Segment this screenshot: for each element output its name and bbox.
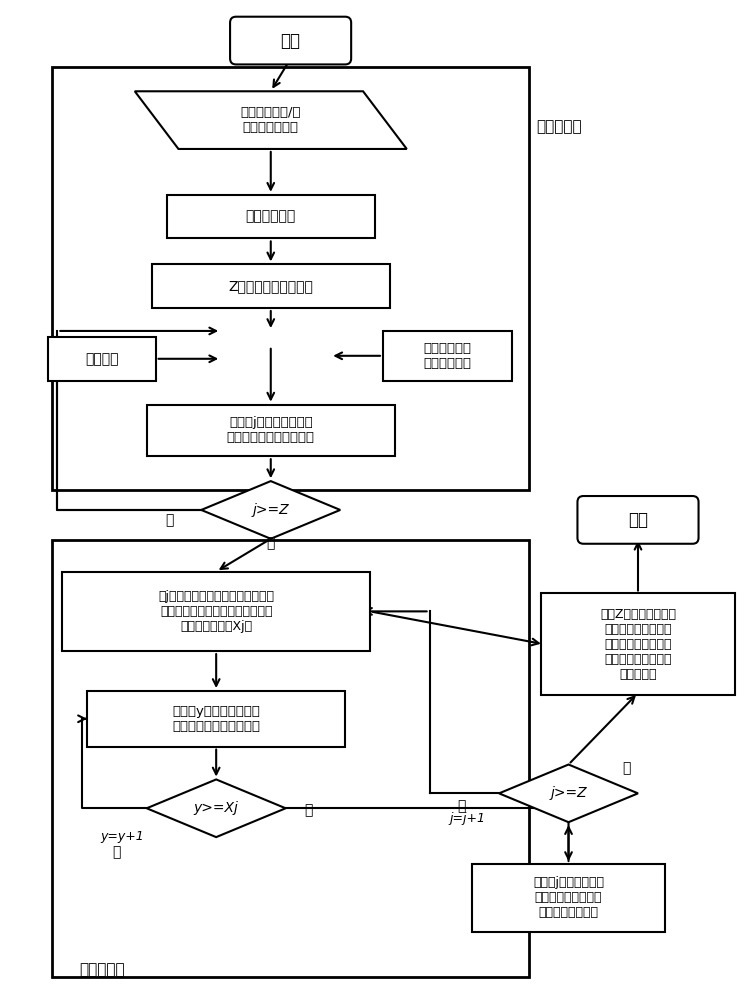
Text: 系统层优化: 系统层优化 — [536, 120, 581, 135]
Bar — [152, 264, 390, 308]
Text: 微电网全生命
周期成本最低: 微电网全生命 周期成本最低 — [423, 342, 472, 370]
Text: j=j+1: j=j+1 — [449, 812, 485, 825]
Text: 否: 否 — [113, 845, 121, 859]
Text: 否: 否 — [165, 513, 173, 527]
Polygon shape — [202, 481, 340, 539]
Text: 约束条件: 约束条件 — [86, 352, 119, 366]
Bar — [52, 540, 529, 977]
Bar — [147, 405, 395, 456]
Bar — [472, 864, 665, 932]
Text: j>=Z: j>=Z — [252, 503, 289, 517]
Text: 是: 是 — [622, 762, 630, 776]
Bar — [62, 572, 370, 651]
Text: 计算第y种实际供能组合
的设备优化层目标函数值: 计算第y种实际供能组合 的设备优化层目标函数值 — [172, 705, 260, 733]
Text: 计算Z种供能组合方案
的全生命周期成本，
选取最低的供能组合
方案为系统最终的最
优配置方案: 计算Z种供能组合方案 的全生命周期成本， 选取最低的供能组合 方案为系统最终的最… — [600, 608, 676, 681]
Bar — [87, 691, 345, 747]
Text: Z种供能设备选型方案: Z种供能设备选型方案 — [228, 279, 313, 293]
Polygon shape — [147, 779, 286, 837]
Text: 分析负荷数据: 分析负荷数据 — [246, 210, 296, 224]
Text: 第j种供能设备选型方案下，根据供
能容量范围取值选取实际供能设备
组合，组合数为Xj种: 第j种供能设备选型方案下，根据供 能容量范围取值选取实际供能设备 组合，组合数为… — [158, 590, 275, 633]
Bar — [167, 195, 375, 238]
Text: 开始: 开始 — [280, 32, 301, 50]
Polygon shape — [135, 91, 407, 149]
Text: 是: 是 — [266, 536, 275, 550]
Text: j>=Z: j>=Z — [551, 786, 587, 800]
Text: y=y+1: y=y+1 — [100, 830, 144, 843]
Text: 选取第j种供能设备选
型方案下系统的最优
供能设备组合方案: 选取第j种供能设备选 型方案下系统的最优 供能设备组合方案 — [533, 876, 604, 919]
Text: 结束: 结束 — [628, 511, 648, 529]
Polygon shape — [499, 765, 638, 822]
Text: 是: 是 — [304, 803, 312, 817]
Bar — [541, 593, 735, 695]
FancyBboxPatch shape — [230, 17, 351, 64]
Text: 计算第j种供能设备选型
方案中各供能设备的容量: 计算第j种供能设备选型 方案中各供能设备的容量 — [227, 416, 315, 444]
Bar — [48, 337, 155, 381]
Text: 输入给定建筑/项
目的冷热电负荷: 输入给定建筑/项 目的冷热电负荷 — [240, 106, 301, 134]
Text: y>=Xj: y>=Xj — [193, 801, 239, 815]
Bar — [383, 331, 512, 381]
FancyBboxPatch shape — [577, 496, 699, 544]
Bar — [52, 67, 529, 490]
Text: 否: 否 — [457, 799, 466, 813]
Text: 设备层优化: 设备层优化 — [79, 962, 125, 977]
